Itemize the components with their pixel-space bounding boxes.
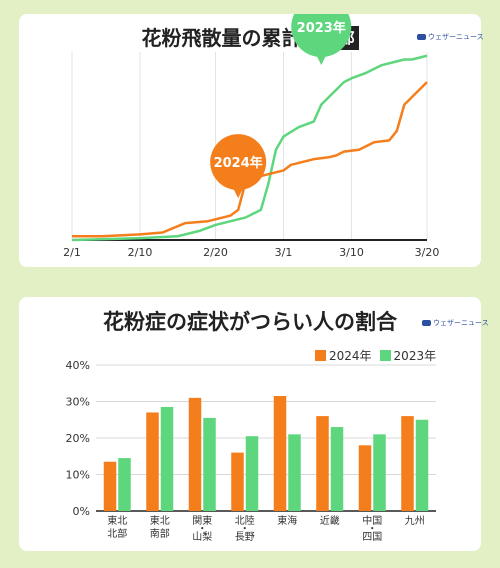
annotation-bubble [210,134,267,191]
bar-2023 [118,458,131,511]
bar-legend: 2024年 2023年 [315,347,444,364]
line-chart-card: 花粉飛散量の累計東京都 ウェザーニュース 2/12/102/203/13/103… [19,14,484,267]
x-tick-label: 東海 [277,514,297,527]
bar-chart-card: 花粉症の症状がつらい人の割合 ウェザーニュース 2024年 2023年 0% 10… [19,297,489,551]
brand-icon [422,320,431,326]
bar-2023 [373,434,386,511]
x-tick-label: 3/10 [339,246,364,259]
annotation-pointer [315,53,328,66]
x-tick-label: 近畿 [320,514,340,527]
bar-2024 [146,412,159,511]
series-line-2023 [71,54,428,242]
bar-2024 [188,397,202,511]
brand-text: ウェザーニュース [433,319,489,327]
x-tick-label: 2/1 [63,246,81,259]
y-tick-label: 10% [66,469,90,482]
legend-label-2024: 2024年 [329,349,372,363]
legend-item-2024: 2024年 [315,347,372,364]
y-tick-label: 20% [66,432,90,445]
bar-2023 [288,434,301,511]
x-tick-label: 北陸・長野 [235,514,255,543]
bar-chart-title: 花粉症の症状がつらい人の割合 [103,310,397,334]
annotation-pointer [232,186,245,199]
bar-2024 [358,445,372,511]
legend-swatch-2024 [315,350,326,361]
legend-label-2023: 2023年 [393,349,437,363]
annotation-bubble [291,14,352,58]
annotation-label: 2024年 [214,155,263,171]
brand-text: ウェザーニュース [428,33,484,41]
bar-2024 [316,416,329,511]
y-tick-label: 40% [66,359,90,372]
bar-2024 [401,416,414,511]
bar-2024 [103,461,117,511]
bar-2023 [160,406,174,511]
x-tick-label: 中国・四国 [362,514,382,543]
x-tick-label: 2/10 [128,246,153,259]
line-chart: 2/1 2/10 2/20 3/1 3/10 3/20 2024年 2023年 [63,14,440,259]
brand-logo: ウェザーニュース [422,318,489,328]
brand-logo: ウェザーニュース [417,32,484,42]
y-tick-label: 30% [66,396,90,409]
series-line-2024 [72,81,428,238]
x-tick-label: 2/20 [203,246,228,259]
line-chart-title-text: 花粉飛散量の累計 [141,26,302,50]
bar-2023 [245,436,259,511]
y-tick-label: 0% [73,505,90,518]
bar-2023 [203,417,216,511]
bar-2024 [231,452,244,511]
bar-2023 [415,419,429,511]
x-tick-label: 3/20 [415,246,440,259]
x-tick-label: 関東・山梨 [192,514,212,543]
x-tick-label: 九州 [405,515,425,527]
annotation-label: 2023年 [297,20,346,36]
bar-2024 [273,396,287,511]
legend-swatch-2023 [379,350,391,361]
legend-item-2023: 2023年 [379,347,437,364]
bar-chart: 0% 10% 20% 30% 40% 東北北部 東北南部 関東・山梨 北陸・長野 東海 近畿 中国・四… [66,359,436,543]
x-tick-label: 東北北部 [107,514,127,540]
x-tick-label: 東北南部 [150,514,170,540]
x-tick-label: 3/1 [275,246,293,259]
brand-icon [417,34,426,40]
bar-2023 [330,427,344,511]
